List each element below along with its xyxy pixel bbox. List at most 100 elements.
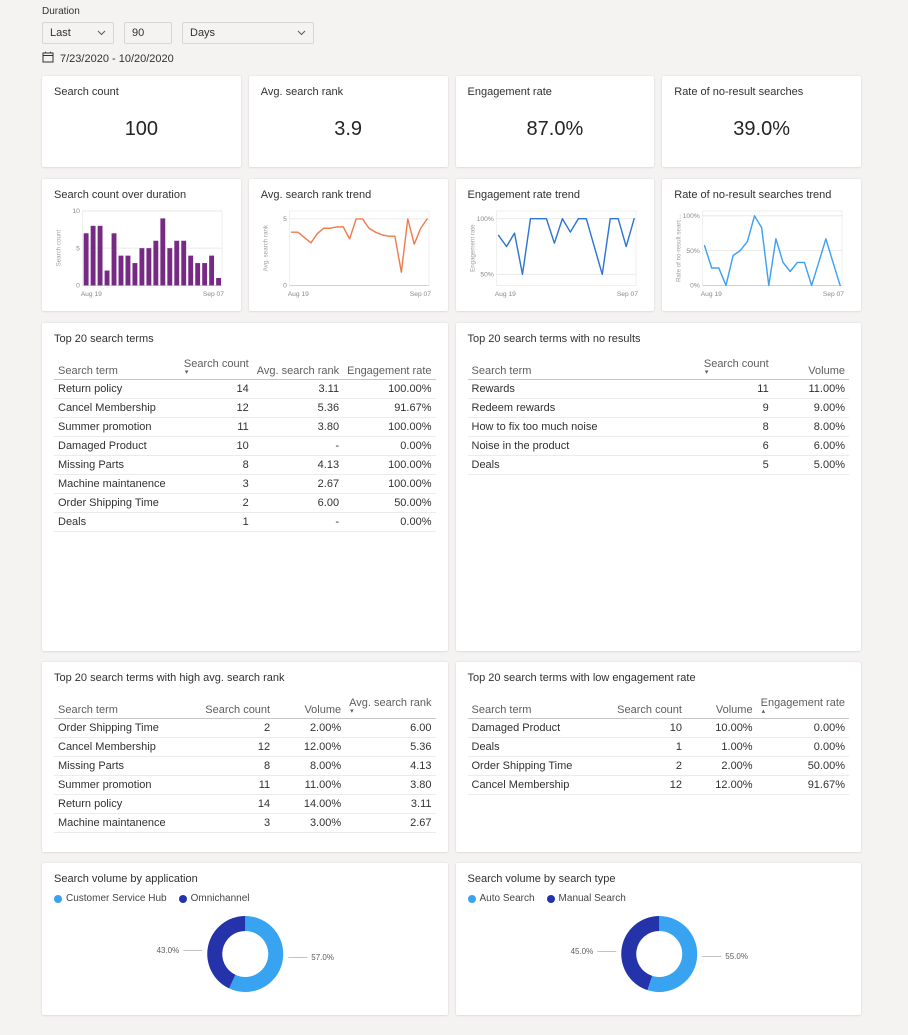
date-range[interactable]: 7/23/2020 - 10/20/2020	[42, 51, 861, 66]
table-cell: 12.00%	[274, 737, 346, 757]
table-cell: 11.00%	[772, 379, 849, 399]
y-axis-tick-label: 5	[283, 216, 287, 223]
y-axis-tick-label: 5	[76, 245, 80, 252]
kpi-value: 87.0%	[526, 118, 584, 140]
column-header-avg-search-rank[interactable]: Avg. search rank ▾	[345, 694, 436, 719]
column-header-volume[interactable]: Volume	[772, 355, 849, 380]
column-header-label: Search term	[58, 365, 118, 377]
kpi-card-no-result-rate: Rate of no-result searches 39.0%	[662, 76, 861, 167]
bar	[104, 270, 110, 286]
table-header-row: Search term Search count ▾ Avg. search rank…	[54, 355, 436, 380]
table-cell: 12	[199, 737, 275, 757]
bar	[167, 248, 173, 286]
column-header-engagement-rate[interactable]: Engagement rate	[343, 355, 436, 380]
table-row: Deals 1-0.00%	[54, 512, 436, 532]
y-axis-tick-label: 100%	[476, 216, 493, 223]
duration-unit-dropdown[interactable]: Days	[182, 22, 314, 44]
table-row: Order Shipping Time 2 2.00% 50.00%	[467, 756, 849, 776]
donut-slice-label: 45.0%	[570, 947, 593, 956]
table-cell: Return policy	[54, 379, 179, 399]
table-cell: 10.00%	[685, 718, 757, 738]
table-cell: 9	[696, 398, 773, 418]
table-cell: 3.11	[252, 379, 344, 399]
table-cell: Order Shipping Time	[467, 756, 612, 776]
table-cell: Cancel Membership	[54, 398, 179, 418]
column-header-avg-search-rank[interactable]: Avg. search rank	[252, 355, 344, 380]
table-row: Rewards 11 11.00%	[467, 379, 849, 399]
column-header-search-term[interactable]: Search term	[467, 355, 697, 380]
bar	[146, 248, 152, 286]
trend-line	[704, 215, 842, 287]
column-header-search-count[interactable]: Search count	[611, 694, 686, 719]
column-header-label: Search count	[205, 704, 271, 716]
table-cell: 2.67	[252, 474, 344, 494]
table-card-low-engagement: Top 20 search terms with low engagement …	[455, 662, 861, 852]
volume-by-application-donut-chart: 57.0% 43.0%	[157, 916, 334, 992]
table-cell: Noise in the product	[467, 436, 697, 456]
table-cell: 14	[178, 379, 253, 399]
table-header-row: Search term Search count Volume Engagement …	[467, 694, 849, 719]
duration-range-type-dropdown[interactable]: Last	[42, 22, 114, 44]
engagement-rate-line-chart: 50% 100% Aug 19 Sep 07 Engagement rate	[469, 210, 638, 298]
column-header-label: Search term	[58, 704, 118, 716]
table-cell: 3	[199, 813, 275, 833]
column-header-search-term[interactable]: Search term	[54, 355, 179, 380]
trend-line	[497, 218, 635, 276]
y-axis-tick-label: 0	[76, 283, 80, 290]
x-axis-label: Aug 19	[81, 291, 102, 298]
table-cell: Return policy	[54, 794, 200, 814]
table-cell: 10	[611, 718, 686, 738]
kpi-title: Search count	[54, 86, 119, 98]
table-cell: 100.00%	[343, 455, 436, 475]
table-cell: 8	[696, 417, 773, 437]
table-cell: 12	[178, 398, 253, 418]
column-header-label: Search count	[703, 358, 769, 370]
column-header-volume[interactable]: Volume	[685, 694, 757, 719]
table-cell: Cancel Membership	[54, 737, 200, 757]
table-row: Cancel Membership 12 12.00% 91.67%	[467, 775, 849, 795]
table-cell: 8	[199, 756, 275, 776]
column-header-search-count[interactable]: Search count ▾	[696, 355, 773, 380]
donut-slice-label: 43.0%	[157, 946, 180, 955]
legend-label: Customer Service Hub	[66, 893, 167, 904]
kpi-card-search-count: Search count 100	[42, 76, 241, 167]
bar	[153, 240, 159, 286]
table-cell: 2	[611, 756, 686, 776]
table-title: Top 20 search terms with low engagement …	[467, 672, 696, 684]
bar	[181, 240, 187, 286]
column-header-search-count[interactable]: Search count	[199, 694, 275, 719]
column-header-search-term[interactable]: Search term	[54, 694, 200, 719]
column-header-search-term[interactable]: Search term	[467, 694, 612, 719]
column-header-engagement-rate[interactable]: Engagement rate ▴	[756, 694, 849, 719]
column-header-label: Search count	[183, 358, 249, 370]
chart-title: Rate of no-result searches trend	[674, 189, 832, 201]
table-cell: 6.00	[252, 493, 344, 513]
table-title: Top 20 search terms with no results	[467, 333, 641, 345]
volume-by-search-type-donut-chart: 55.0% 45.0%	[570, 916, 747, 992]
table-cell: 5.00%	[772, 455, 849, 475]
table-cell: Cancel Membership	[467, 775, 612, 795]
duration-count-input[interactable]: 90	[124, 22, 172, 44]
column-header-volume[interactable]: Volume	[274, 694, 346, 719]
column-header-search-count[interactable]: Search count ▾	[178, 355, 253, 380]
table-cell: 4.13	[252, 455, 344, 475]
y-axis-tick-label: 50%	[687, 248, 700, 255]
table-cell: Order Shipping Time	[54, 718, 200, 738]
column-header-label: Volume	[808, 365, 845, 377]
kpi-value: 39.0%	[733, 118, 790, 140]
table-cell: 1	[178, 512, 253, 532]
column-header-label: Avg. search rank	[256, 365, 340, 377]
table-row: Deals 1 1.00% 0.00%	[467, 737, 849, 757]
table-row: Machine maintanence 3 3.00% 2.67	[54, 813, 436, 833]
legend-label: Auto Search	[479, 893, 535, 904]
table-cell: 1	[611, 737, 686, 757]
search-count-bar-chart: 0 5 10 Aug 19 Sep 07 Search count	[56, 208, 225, 298]
column-header-label: Search count	[617, 704, 682, 716]
chart-card-no-result-rate-trend: Rate of no-result searches trend 0% 50% 10…	[662, 179, 861, 311]
date-range-value: 7/23/2020 - 10/20/2020	[60, 52, 174, 65]
table-header-row: Search term Search count Volume Avg. search…	[54, 694, 436, 719]
sort-ascending-icon: ▴	[761, 708, 766, 715]
donut-card-volume-by-application: Search volume by application Customer Se…	[42, 863, 448, 1015]
kpi-card-avg-search-rank: Avg. search rank 3.9	[248, 76, 448, 167]
kpi-value: 3.9	[334, 118, 363, 140]
